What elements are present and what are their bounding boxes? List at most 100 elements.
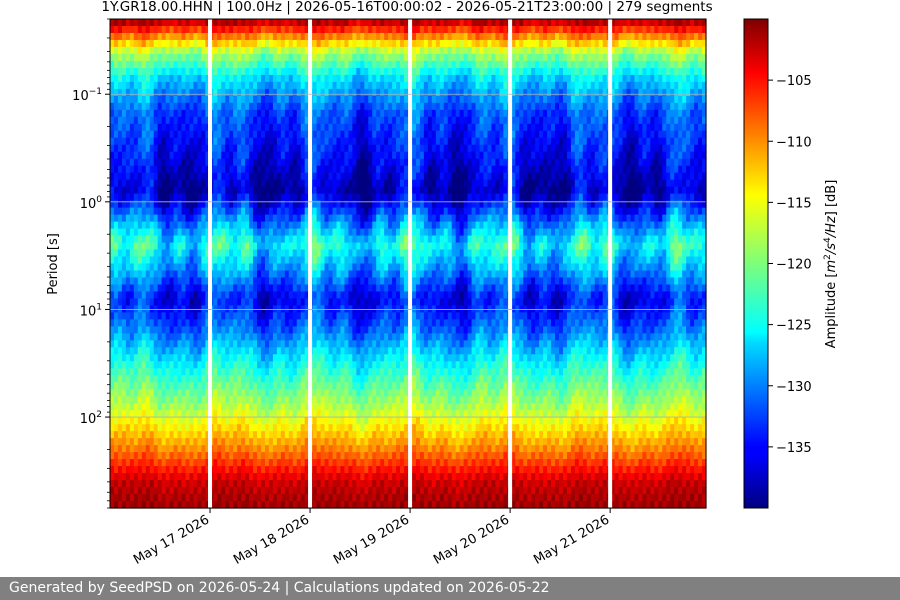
- heatmap-cell: [388, 333, 393, 341]
- heatmap-cell: [245, 235, 250, 244]
- heatmap-cell: [376, 480, 381, 488]
- heatmap-cell: [280, 263, 286, 272]
- heatmap-cell: [388, 438, 393, 446]
- heatmap-cell: [153, 221, 159, 230]
- heatmap-cell: [201, 417, 206, 425]
- heatmap-cell: [121, 25, 127, 34]
- heatmap-cell: [336, 214, 342, 223]
- heatmap-cell: [320, 417, 326, 425]
- heatmap-cell: [241, 228, 246, 237]
- heatmap-cell: [292, 102, 298, 111]
- heatmap-cell: [229, 46, 234, 55]
- heatmap-cell: [384, 144, 389, 153]
- heatmap-cell: [237, 417, 242, 425]
- heatmap-cell: [260, 186, 266, 195]
- heatmap-cell: [189, 438, 195, 446]
- heatmap-cell: [241, 200, 246, 209]
- heatmap-cell: [360, 88, 365, 97]
- heatmap-cell: [229, 403, 234, 411]
- heatmap-cell: [304, 165, 310, 174]
- heatmap-cell: [260, 144, 266, 153]
- heatmap-cell: [384, 102, 389, 111]
- heatmap-cell: [276, 417, 282, 425]
- heatmap-cell: [388, 207, 393, 216]
- heatmap-cell: [241, 382, 246, 390]
- heatmap-cell: [177, 312, 183, 320]
- heatmap-cell: [241, 459, 246, 467]
- heatmap-cell: [157, 102, 163, 111]
- heatmap-cell: [288, 81, 294, 90]
- heatmap-cell: [276, 326, 282, 334]
- heatmap-cell: [380, 151, 385, 160]
- heatmap-cell: [348, 403, 353, 411]
- heatmap-cell: [376, 389, 381, 397]
- heatmap-cell: [241, 74, 246, 83]
- heatmap-cell: [392, 67, 397, 76]
- heatmap-cell: [189, 235, 195, 244]
- heatmap-cell: [292, 438, 298, 446]
- heatmap-cell: [129, 459, 135, 467]
- heatmap-cell: [392, 46, 397, 55]
- heatmap-cell: [157, 242, 163, 251]
- heatmap-cell: [193, 46, 199, 55]
- heatmap-cell: [336, 270, 342, 279]
- heatmap-cell: [110, 179, 115, 188]
- heatmap-cell: [125, 228, 131, 237]
- heatmap-cell: [177, 81, 183, 90]
- heatmap-cell: [292, 81, 298, 90]
- heatmap-cell: [161, 298, 167, 307]
- heatmap-cell: [300, 431, 306, 439]
- heatmap-cell: [352, 242, 357, 251]
- heatmap-cell: [165, 39, 171, 48]
- heatmap-cell: [233, 123, 238, 132]
- heatmap-cell: [392, 81, 397, 90]
- heatmap-cell: [280, 389, 286, 397]
- heatmap-cell: [229, 347, 234, 355]
- heatmap-cell: [320, 347, 326, 355]
- heatmap-cell: [356, 319, 361, 327]
- heatmap-cell: [249, 256, 254, 265]
- heatmap-cell: [253, 354, 258, 362]
- heatmap-cell: [253, 501, 258, 509]
- heatmap-cell: [133, 312, 139, 320]
- heatmap-cell: [276, 228, 282, 237]
- heatmap-cell: [280, 417, 286, 425]
- heatmap-cell: [113, 263, 119, 272]
- heatmap-cell: [225, 382, 230, 390]
- heatmap-cell: [213, 340, 218, 348]
- heatmap-cell: [376, 39, 381, 48]
- heatmap-cell: [149, 501, 155, 509]
- heatmap-cell: [241, 501, 246, 509]
- heatmap-cell: [229, 333, 234, 341]
- heatmap-cell: [372, 277, 377, 286]
- heatmap-cell: [201, 382, 206, 390]
- heatmap-cell: [352, 396, 357, 404]
- heatmap-cell: [137, 354, 143, 362]
- heatmap-cell: [257, 123, 262, 132]
- heatmap-cell: [133, 53, 139, 62]
- heatmap-cell: [257, 19, 262, 27]
- heatmap-cell: [360, 473, 365, 481]
- heatmap-cell: [133, 438, 139, 446]
- heatmap-cell: [304, 88, 310, 97]
- heatmap-cell: [197, 277, 202, 286]
- heatmap-cell: [113, 39, 119, 48]
- heatmap-cell: [264, 417, 270, 425]
- heatmap-cell: [312, 67, 318, 76]
- heatmap-cell: [332, 312, 338, 320]
- heatmap-cell: [344, 123, 349, 132]
- heatmap-cell: [213, 284, 218, 293]
- heatmap-cell: [217, 277, 222, 286]
- heatmap-cell: [201, 494, 206, 502]
- heatmap-cell: [276, 368, 282, 376]
- heatmap-cell: [241, 326, 246, 334]
- heatmap-cell: [153, 242, 159, 251]
- heatmap-cell: [264, 389, 270, 397]
- heatmap-cell: [169, 340, 175, 348]
- heatmap-cell: [117, 60, 123, 69]
- heatmap-cell: [149, 473, 155, 481]
- heatmap-cell: [145, 179, 151, 188]
- heatmap-cell: [292, 375, 298, 383]
- heatmap-cell: [201, 193, 206, 202]
- heatmap-cell: [121, 74, 127, 83]
